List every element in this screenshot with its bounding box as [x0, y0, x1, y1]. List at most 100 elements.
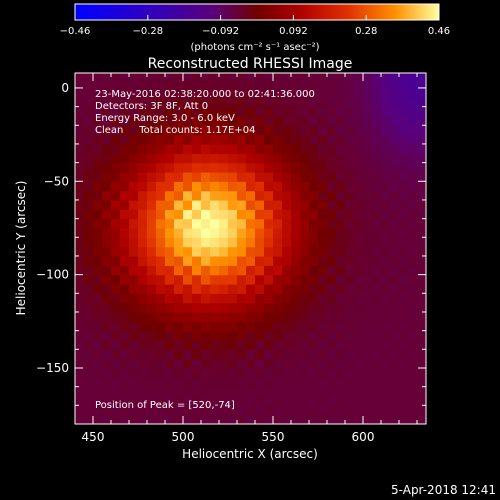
heatmap-cell — [165, 414, 175, 424]
heatmap-cell — [228, 246, 238, 257]
heatmap-cell — [237, 106, 247, 117]
heatmap-cell — [84, 274, 94, 285]
heatmap-cell — [291, 106, 301, 117]
heatmap-cell — [381, 125, 391, 136]
heatmap-cell — [237, 265, 247, 276]
heatmap-cell — [174, 246, 184, 257]
heatmap-cell — [417, 321, 426, 332]
heatmap-cell — [210, 73, 220, 80]
heatmap-cell — [138, 414, 148, 424]
heatmap-cell — [102, 199, 112, 210]
heatmap-cell — [111, 255, 121, 266]
heatmap-cell — [345, 171, 355, 182]
heatmap-cell — [282, 349, 292, 360]
heatmap-cell — [327, 73, 337, 80]
heatmap-cell — [318, 115, 328, 126]
heatmap-cell — [300, 237, 310, 248]
heatmap-cell — [399, 321, 409, 332]
heatmap-cell — [300, 209, 310, 220]
heatmap-cell — [201, 349, 211, 360]
heatmap-cell — [174, 97, 184, 108]
heatmap-cell — [354, 199, 364, 210]
heatmap-cell — [264, 246, 274, 257]
heatmap-cell — [102, 395, 112, 406]
heatmap-cell — [210, 311, 220, 322]
heatmap-cell — [309, 143, 319, 154]
heatmap-cell — [345, 255, 355, 266]
heatmap-cell — [255, 339, 265, 350]
heatmap-cell — [282, 293, 292, 304]
heatmap-cell — [246, 367, 256, 378]
heatmap-cell — [102, 181, 112, 192]
heatmap-cell — [174, 377, 184, 388]
heatmap-cell — [237, 395, 247, 406]
heatmap-cell — [264, 73, 274, 80]
heatmap-cell — [336, 181, 346, 192]
heatmap-cell — [165, 321, 175, 332]
heatmap-cell — [129, 265, 139, 276]
heatmap-cell — [156, 283, 166, 294]
heatmap-cell — [192, 358, 202, 369]
heatmap-cell — [228, 125, 238, 136]
heatmap-cell — [345, 283, 355, 294]
heatmap-cell — [408, 414, 418, 424]
heatmap-cell — [327, 181, 337, 192]
heatmap-cell — [210, 255, 220, 266]
heatmap-cell — [129, 255, 139, 266]
heatmap-cell — [102, 115, 112, 126]
heatmap-cell — [381, 171, 391, 182]
heatmap-cell — [381, 218, 391, 229]
heatmap-cell — [93, 171, 103, 182]
heatmap-cell — [102, 265, 112, 276]
heatmap-cell — [93, 321, 103, 332]
heatmap-cell — [147, 293, 157, 304]
heatmap-cell — [138, 218, 148, 229]
heatmap-cell — [363, 311, 373, 322]
heatmap-cell — [192, 311, 202, 322]
heatmap-cell — [201, 153, 211, 164]
heatmap-cell — [300, 255, 310, 266]
heatmap-cell — [345, 153, 355, 164]
heatmap-cell — [408, 283, 418, 294]
heatmap-cell — [246, 97, 256, 108]
heatmap-cell — [138, 321, 148, 332]
heatmap-cell — [219, 414, 229, 424]
heatmap-cell — [192, 227, 202, 238]
heatmap-cell — [300, 302, 310, 313]
heatmap-cell — [264, 358, 274, 369]
heatmap-cell — [174, 227, 184, 238]
heatmap-cell — [219, 199, 229, 210]
heatmap-cell — [84, 199, 94, 210]
heatmap-cell — [219, 153, 229, 164]
heatmap-cell — [237, 330, 247, 341]
heatmap-cell — [174, 134, 184, 145]
heatmap-cell — [273, 339, 283, 350]
heatmap-cell — [255, 171, 265, 182]
heatmap-cell — [408, 395, 418, 406]
annotation-detectors: Detectors: 3F 8F, Att 0 — [95, 101, 208, 112]
heatmap-cell — [354, 255, 364, 266]
heatmap-cell — [345, 367, 355, 378]
heatmap-cell — [120, 106, 130, 117]
heatmap-cell — [381, 321, 391, 332]
heatmap-cell — [264, 349, 274, 360]
heatmap-cell — [408, 87, 418, 98]
heatmap-cell — [228, 218, 238, 229]
heatmap-cell — [363, 115, 373, 126]
heatmap-cell — [291, 274, 301, 285]
heatmap-cell — [219, 358, 229, 369]
heatmap-cell — [318, 386, 328, 397]
heatmap-cell — [363, 395, 373, 406]
heatmap-cell — [318, 237, 328, 248]
heatmap-cell — [300, 395, 310, 406]
heatmap-cell — [210, 274, 220, 285]
heatmap-cell — [417, 97, 426, 108]
heatmap-cell — [255, 106, 265, 117]
heatmap-cell — [192, 386, 202, 397]
heatmap-cell — [309, 209, 319, 220]
heatmap-cell — [345, 414, 355, 424]
heatmap-cell — [183, 190, 193, 201]
heatmap-cell — [84, 190, 94, 201]
heatmap-cell — [138, 395, 148, 406]
heatmap-cell — [165, 330, 175, 341]
